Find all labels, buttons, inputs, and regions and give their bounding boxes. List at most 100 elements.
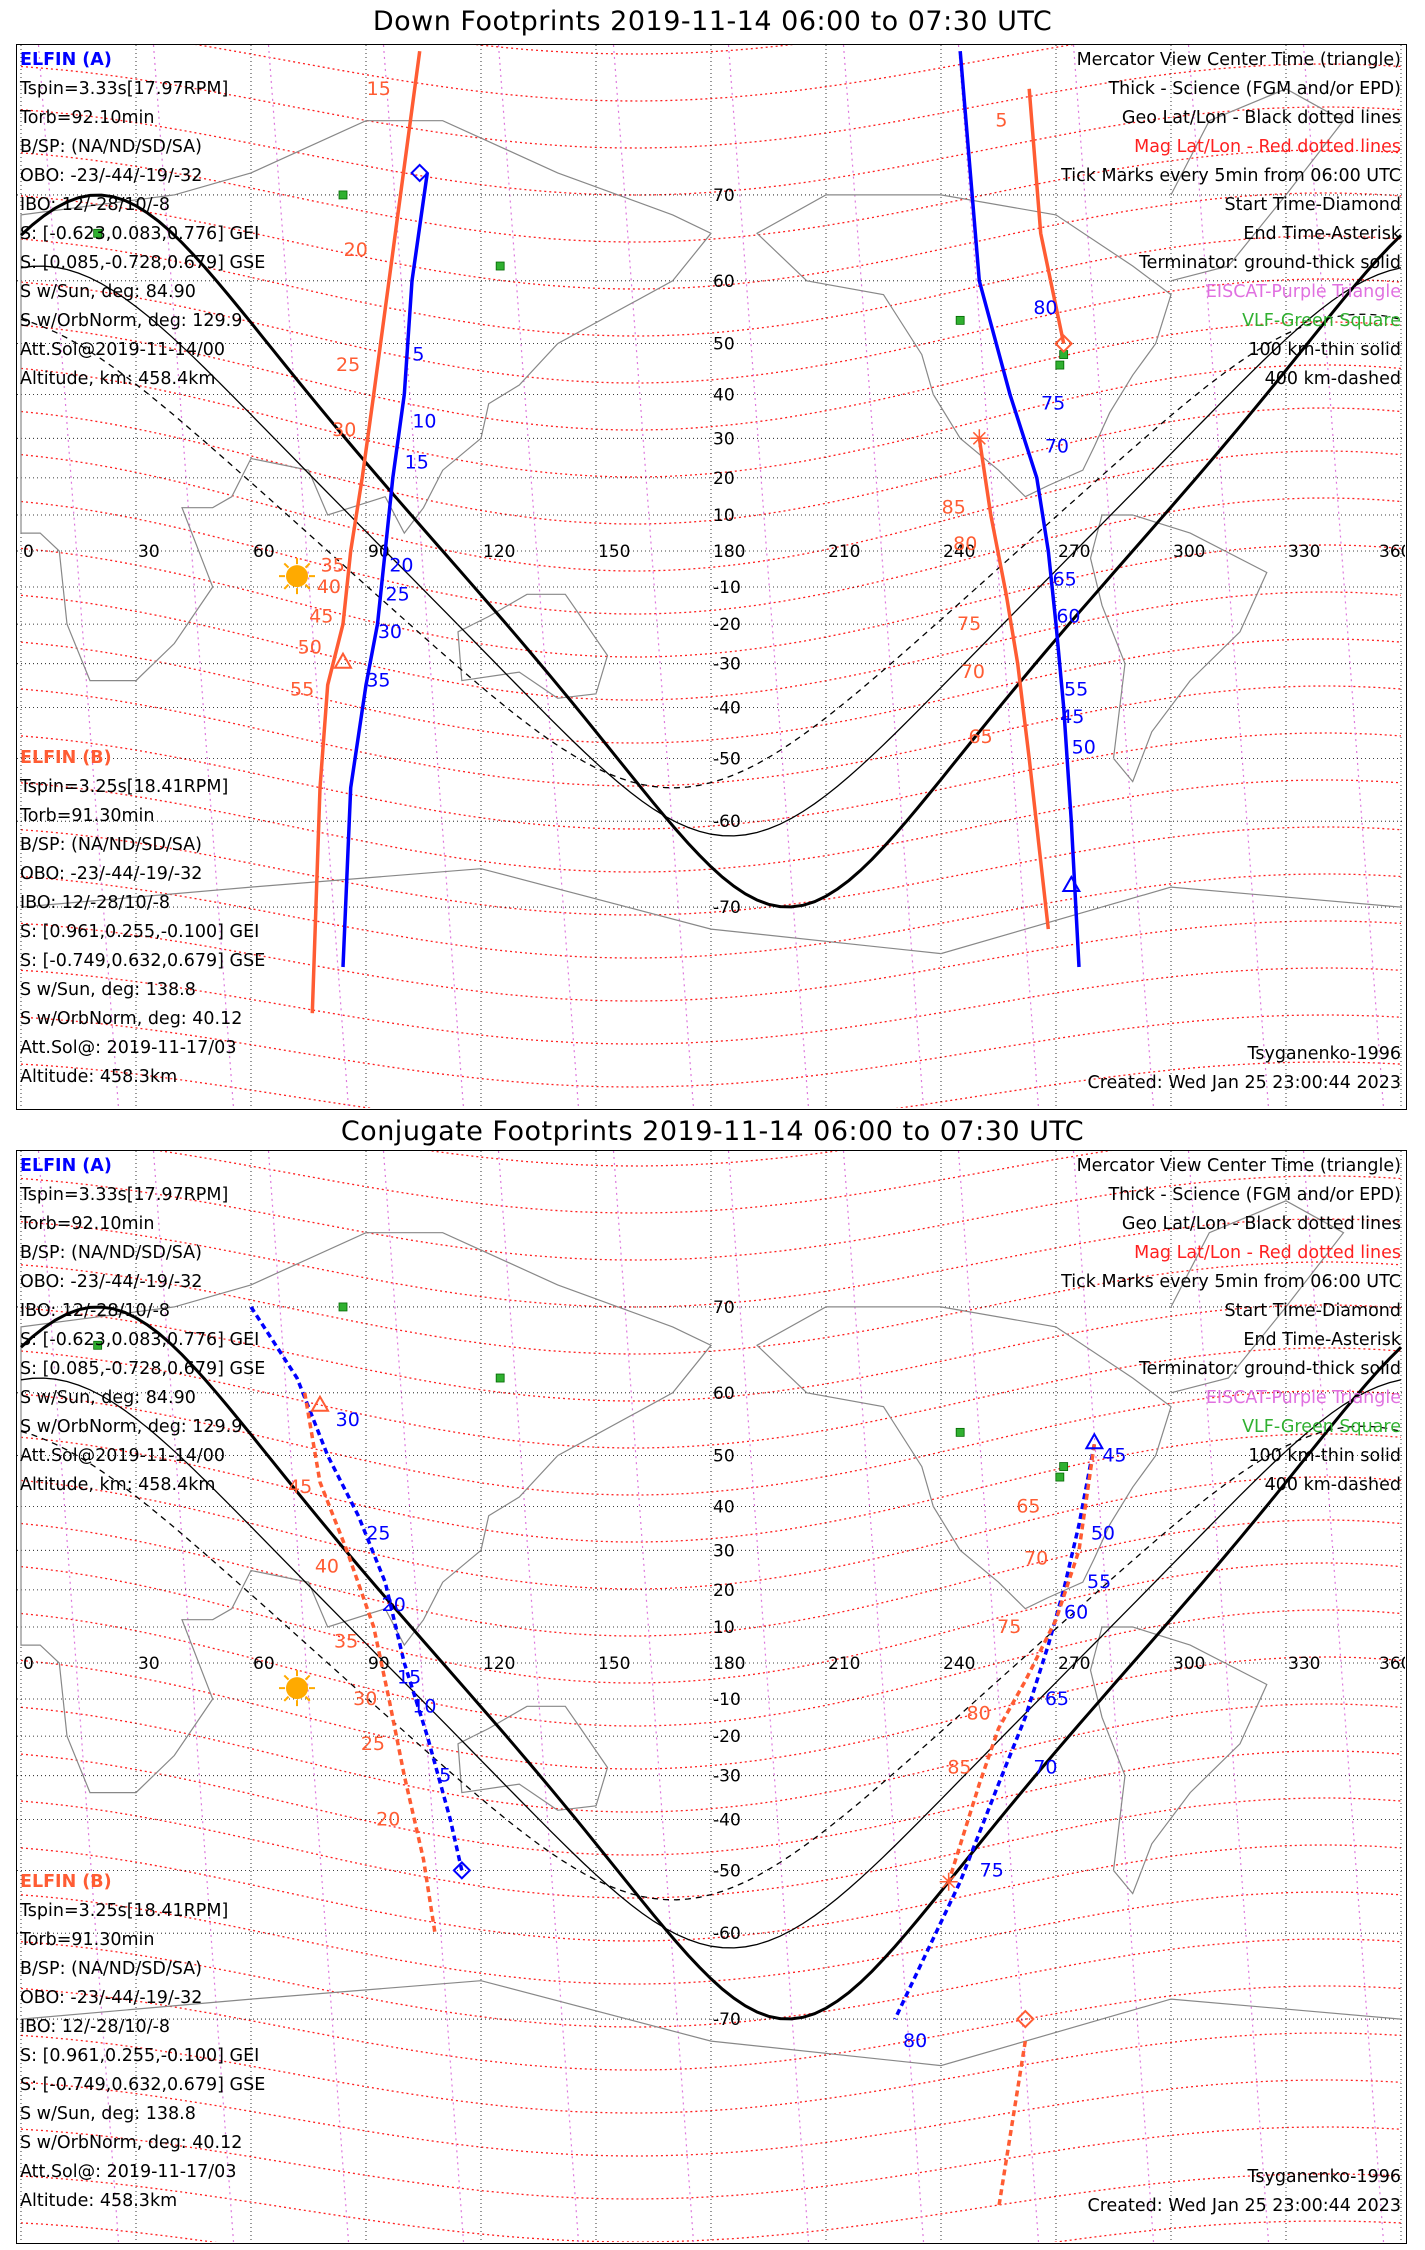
panel-title: Down Footprints 2019-11-14 06:00 to 07:3… xyxy=(372,6,1053,37)
track-tick-label: 50 xyxy=(1072,736,1096,758)
sun-icon xyxy=(279,1670,315,1707)
mag-lat-line xyxy=(20,873,1402,959)
track-tick-label: 80 xyxy=(1033,297,1057,319)
lon-tick-label: 330 xyxy=(1288,1654,1320,1674)
elfin-a-param: S w/OrbNorm, deg: 129.9 xyxy=(20,311,243,331)
elfin-a-param: Att.Sol@2019-11-14/00 xyxy=(20,340,225,360)
elfin-a-param: Tspin=3.33s[17.97RPM] xyxy=(20,1185,229,1205)
track-tick-label: 70 xyxy=(1045,435,1069,457)
mag-lon-line xyxy=(382,44,465,1109)
lat-tick-label: 10 xyxy=(713,1618,735,1638)
elfin-a-param: IBO: 12/-28/10/-8 xyxy=(20,1301,171,1321)
track-tick-label: 60 xyxy=(1056,606,1080,628)
mag-lat-line xyxy=(20,321,1402,431)
coastline xyxy=(755,194,1172,498)
mag-lon-line xyxy=(1187,1150,1270,2243)
lat-tick-label: 20 xyxy=(713,1581,735,1601)
lon-tick-label: 180 xyxy=(713,1654,745,1674)
legend-item: Mercator View Center Time (triangle) xyxy=(1076,50,1401,70)
elfin-a-param: S w/OrbNorm, deg: 129.9 xyxy=(20,1417,243,1437)
elfin-a-info: ELFIN (A) Tspin=3.33s[17.97RPM] Torb=92.1… xyxy=(20,46,265,394)
elfin-a-param: B/SP: (NA/ND/SD/SA) xyxy=(20,137,202,157)
lat-tick-label: -60 xyxy=(713,812,741,832)
start-diamond xyxy=(1054,334,1074,354)
elfin-a-track xyxy=(958,51,1081,968)
lon-tick-label: 270 xyxy=(1058,1654,1090,1674)
legend: Mercator View Center Time (triangle) Thic… xyxy=(1061,46,1401,394)
mag-lat-line xyxy=(20,2032,1402,2114)
elfin-b-param: Altitude: 458.3km xyxy=(20,1067,178,1087)
legend-item: End Time-Asterisk xyxy=(1243,224,1401,244)
track-tick-label: 80 xyxy=(967,1703,991,1725)
legend-item: End Time-Asterisk xyxy=(1243,1330,1401,1350)
track-tick-label: 65 xyxy=(1016,1495,1040,1517)
track-tick-label: 20 xyxy=(376,1809,400,1831)
lon-tick-label: 0 xyxy=(23,1654,34,1674)
end-asterisk xyxy=(970,429,989,448)
elfin-b-param: S w/Sun, deg: 138.8 xyxy=(20,980,196,1000)
track-tick-label: 75 xyxy=(997,1616,1021,1638)
elfin-b-track xyxy=(977,438,1051,930)
mag-lon-line xyxy=(842,1150,925,2243)
lon-tick-label: 210 xyxy=(828,1654,860,1674)
lat-tick-label: -40 xyxy=(713,1811,741,1831)
track-tick-label: 30 xyxy=(332,419,356,441)
track-tick-label: 70 xyxy=(1024,1547,1048,1569)
mag-lon-line xyxy=(957,1150,1040,2243)
track-tick-label: 20 xyxy=(382,1594,406,1616)
mag-lat-line xyxy=(20,1938,1402,2028)
track-tick-label: 65 xyxy=(1045,1688,1069,1710)
elfin-b-param: S w/Sun, deg: 138.8 xyxy=(20,2104,196,2124)
mag-lat-line xyxy=(20,192,1402,290)
lon-tick-label: 330 xyxy=(1288,542,1320,562)
elfin-b-label: ELFIN (B) xyxy=(20,1872,112,1892)
mag-lat-line xyxy=(20,2173,1402,2243)
track-tick-label: 35 xyxy=(334,1630,358,1652)
sun-ray xyxy=(304,562,311,569)
track-tick-label: 55 xyxy=(1064,678,1088,700)
track-tick-label: 25 xyxy=(386,583,410,605)
elfin-a-label: ELFIN (A) xyxy=(20,1156,112,1176)
coastline xyxy=(755,1306,1172,1610)
legend: Mercator View Center Time (triangle) Thic… xyxy=(1061,1152,1401,1500)
lon-tick-label: 300 xyxy=(1173,542,1205,562)
terminator-line xyxy=(20,313,1402,789)
mag-lon-line xyxy=(152,44,235,1109)
lat-tick-label: -10 xyxy=(713,1690,741,1710)
elfin-b-param: B/SP: (NA/ND/SD/SA) xyxy=(20,835,202,855)
lat-tick-label: 10 xyxy=(713,506,735,526)
model-label: Tsyganenko-1996 xyxy=(1247,1044,1401,1064)
elfin-b-label: ELFIN (B) xyxy=(20,748,112,768)
sun-ray xyxy=(304,583,311,590)
elfin-a-label: ELFIN (A) xyxy=(20,50,112,70)
lat-tick-label: -30 xyxy=(713,1767,741,1787)
vlf-square xyxy=(338,190,348,200)
panel-title: Conjugate Footprints 2019-11-14 06:00 to… xyxy=(340,1116,1085,1147)
vlf-square xyxy=(1055,360,1065,370)
lat-tick-label: -70 xyxy=(713,2010,741,2030)
mag-lat-line xyxy=(20,1175,1402,1261)
coastline xyxy=(20,868,1402,955)
elfin-a-param: IBO: 12/-28/10/-8 xyxy=(20,195,171,215)
terminator-line xyxy=(19,1305,1403,2021)
elfin-b-param: Att.Sol@: 2019-11-17/03 xyxy=(20,1038,237,1058)
track-tick-label: 80 xyxy=(903,2030,927,2052)
mag-lon-line xyxy=(382,1150,465,2243)
elfin-b-param: Att.Sol@: 2019-11-17/03 xyxy=(20,2162,237,2182)
track-tick-label: 10 xyxy=(412,410,436,432)
lat-tick-label: 30 xyxy=(713,1541,735,1561)
lat-tick-label: -40 xyxy=(713,699,741,719)
sun-icon xyxy=(279,558,315,595)
track-tick-label: 25 xyxy=(361,1733,385,1755)
lon-tick-label: 360 xyxy=(1379,542,1405,562)
track-tick-label: 85 xyxy=(947,1757,971,1779)
mag-lat-line xyxy=(20,1703,1402,1813)
track-tick-label: 40 xyxy=(317,576,341,598)
elfin-a-param: S: [-0.623,0.083,0.776] GEI xyxy=(20,224,260,244)
down-footprints-panel: Down Footprints 2019-11-14 06:00 to 07:3… xyxy=(0,0,1425,1174)
coastline xyxy=(1089,1626,1268,1895)
coastline xyxy=(1089,514,1268,783)
lon-tick-label: 120 xyxy=(483,1654,515,1674)
mag-lat-line xyxy=(20,638,1402,744)
track-tick-label: 75 xyxy=(957,613,981,635)
